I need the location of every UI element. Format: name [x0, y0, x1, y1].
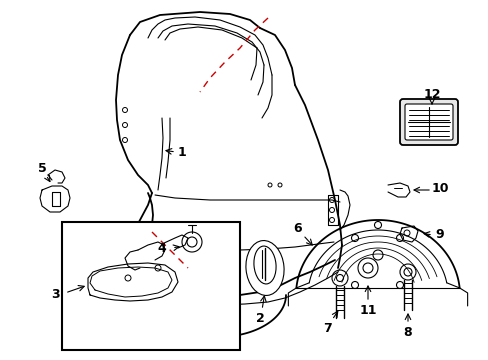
Text: 5: 5	[38, 162, 46, 175]
FancyBboxPatch shape	[404, 104, 452, 140]
Text: 12: 12	[423, 89, 440, 102]
Text: 8: 8	[403, 325, 411, 338]
FancyBboxPatch shape	[399, 99, 457, 145]
Text: 3: 3	[51, 288, 59, 302]
Text: 2: 2	[255, 311, 264, 324]
Text: 4: 4	[157, 242, 166, 255]
Text: 10: 10	[430, 181, 448, 194]
Ellipse shape	[253, 246, 276, 284]
Text: 1: 1	[177, 145, 186, 158]
Ellipse shape	[245, 240, 284, 296]
Text: 11: 11	[359, 303, 376, 316]
Bar	[62, 222, 240, 350]
Text: 9: 9	[435, 229, 444, 242]
Text: 7: 7	[323, 321, 332, 334]
Text: 6: 6	[293, 221, 302, 234]
